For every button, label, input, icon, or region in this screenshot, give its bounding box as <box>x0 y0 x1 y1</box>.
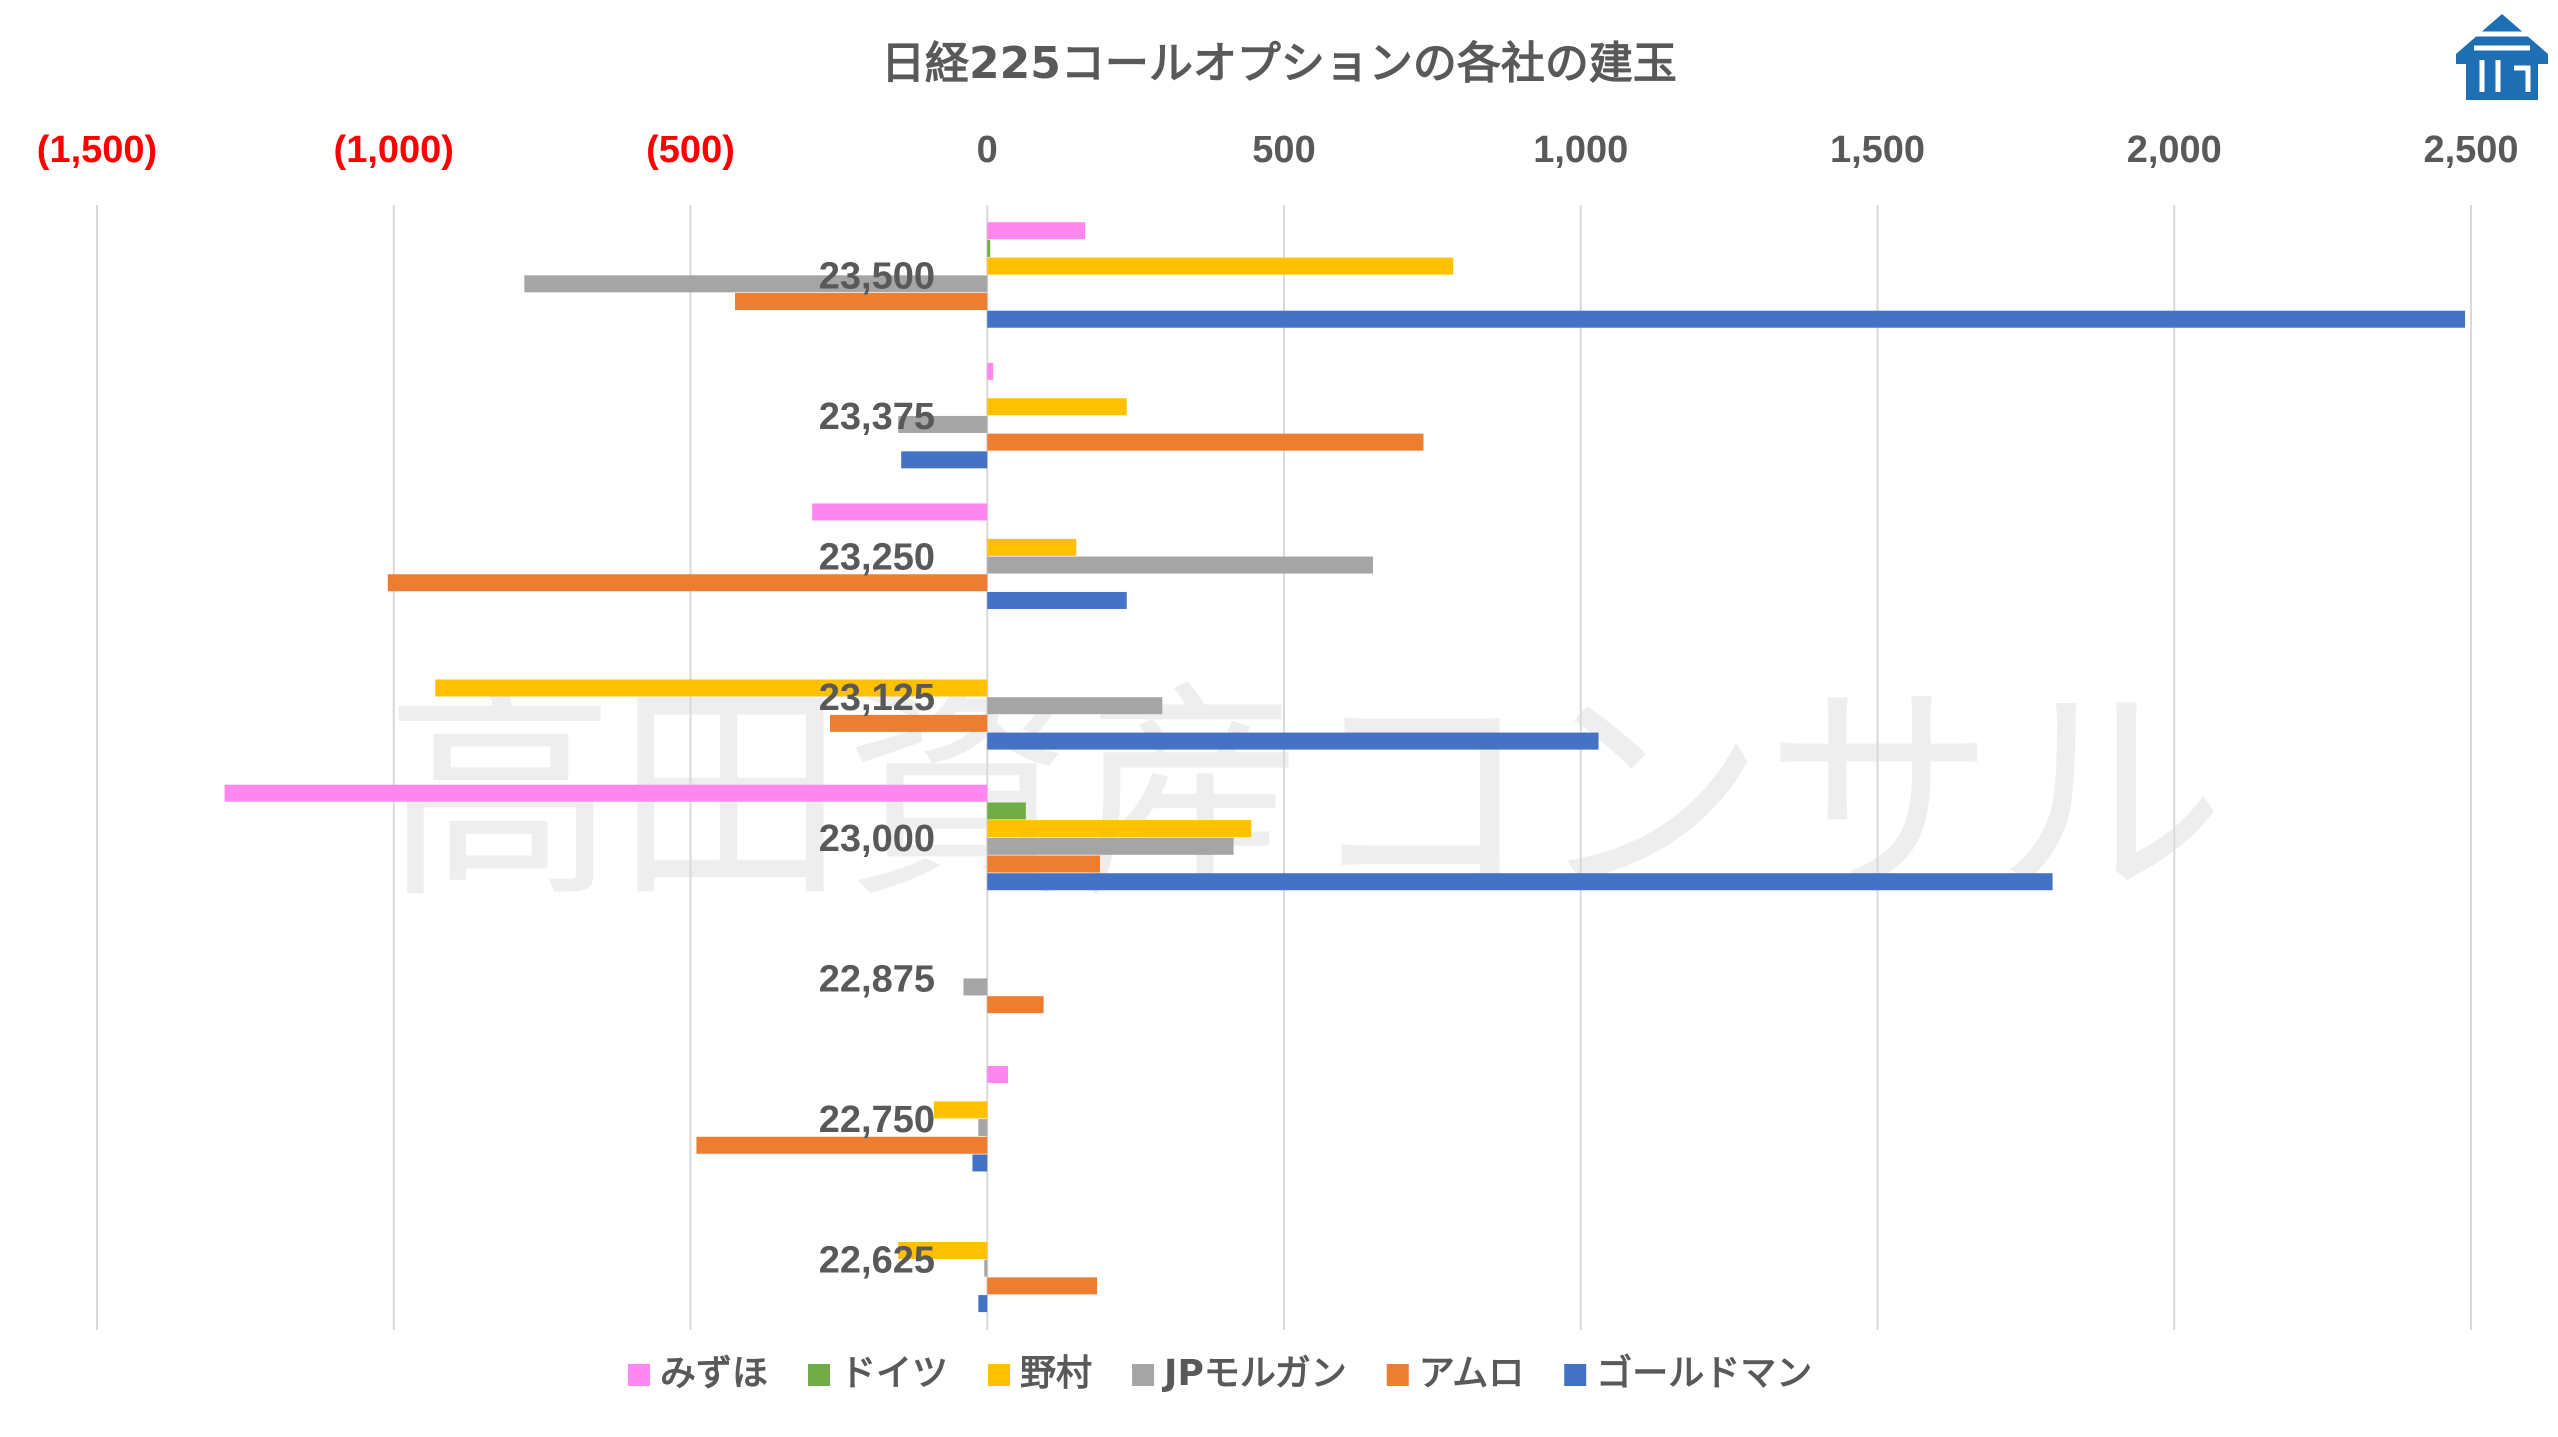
bar <box>987 310 2466 328</box>
bar <box>987 996 1044 1014</box>
y-tick-label: 23,500 <box>819 255 935 297</box>
bar <box>987 433 1424 451</box>
y-tick-label: 23,375 <box>819 396 935 438</box>
legend-swatch <box>1564 1364 1587 1386</box>
bar <box>735 293 988 311</box>
x-tick-label: 2,000 <box>2127 129 2222 171</box>
x-tick-label: 1,000 <box>1533 129 1628 171</box>
bar <box>987 732 1599 750</box>
y-tick-label: 23,000 <box>819 818 935 860</box>
bar <box>224 784 988 802</box>
x-tick-label: 0 <box>977 129 998 171</box>
x-tick-label: 2,500 <box>2423 129 2518 171</box>
bar <box>987 1065 1009 1083</box>
legend-swatch <box>1386 1364 1409 1386</box>
legend-label: アムロ <box>1419 1353 1524 1394</box>
bars <box>224 222 2466 1313</box>
y-tick-label: 23,125 <box>819 677 935 719</box>
bar <box>898 1241 988 1259</box>
bar <box>984 1259 988 1277</box>
legend-label: ゴールドマン <box>1596 1352 1812 1394</box>
bar <box>987 222 1086 240</box>
bar <box>829 714 988 732</box>
x-tick-label: (1,000) <box>334 129 454 171</box>
bar <box>987 591 1127 609</box>
bar <box>435 679 988 697</box>
bar <box>987 398 1127 416</box>
chart-title: 日経225コールオプションの各社の建玉 <box>881 38 1677 89</box>
legend: みずほ ドイツ 野村 JPモルガン アムロ ゴールドマン <box>628 1352 1812 1394</box>
bar <box>963 978 988 996</box>
x-tick-label: (500) <box>646 129 735 171</box>
gridlines <box>96 205 2472 1330</box>
bar <box>987 837 1234 855</box>
bar <box>978 1119 988 1137</box>
bar <box>987 855 1101 873</box>
legend-swatch <box>808 1364 831 1386</box>
roof-house-logo-icon <box>2456 14 2548 100</box>
y-tick-label: 22,750 <box>819 1099 935 1141</box>
bar <box>978 1295 988 1313</box>
bar <box>987 820 1252 838</box>
y-tick-label: 22,625 <box>819 1240 935 1282</box>
legend-label: ドイツ <box>840 1353 948 1394</box>
bar <box>933 1101 988 1119</box>
bar <box>987 697 1163 715</box>
bar <box>524 275 988 293</box>
bar <box>901 451 988 469</box>
x-axis-ticks: (1,500) (1,000) (500) 0 500 1,000 1,500 2,000 2,… <box>37 129 2519 171</box>
bar <box>898 415 988 433</box>
y-axis-ticks: 23,500 23,375 23,250 23,125 23,000 22,875 22,7… <box>819 255 935 1281</box>
bar <box>972 1154 988 1172</box>
legend-swatch <box>628 1364 650 1386</box>
legend-label: 野村 <box>1020 1353 1092 1394</box>
x-tick-label: 1,500 <box>1830 129 1925 171</box>
bar <box>987 802 1026 820</box>
bar <box>987 538 1077 556</box>
legend-label: JPモルガン <box>1161 1353 1347 1394</box>
bar <box>696 1136 988 1154</box>
bar <box>987 257 1454 275</box>
y-tick-label: 22,875 <box>819 958 935 1000</box>
y-tick-label: 23,250 <box>819 537 935 579</box>
legend-swatch <box>988 1364 1011 1386</box>
x-tick-label: 500 <box>1252 129 1315 171</box>
bar <box>987 239 991 257</box>
bar <box>987 873 2053 891</box>
bar <box>387 574 988 592</box>
bar <box>987 362 994 380</box>
legend-label: みずほ <box>660 1353 768 1394</box>
legend-swatch <box>1132 1364 1155 1386</box>
bar <box>812 503 988 521</box>
bar <box>987 556 1374 574</box>
bar <box>987 1277 1098 1295</box>
x-tick-label: (1,500) <box>37 129 157 171</box>
